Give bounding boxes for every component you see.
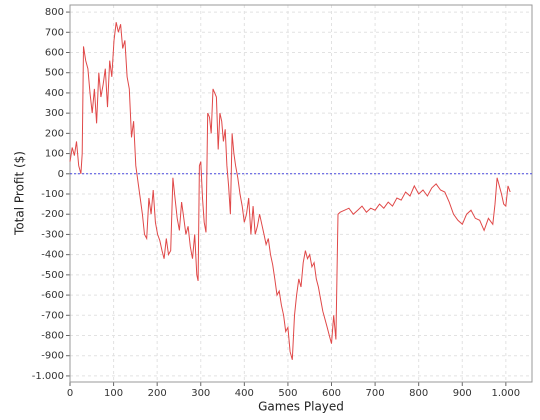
y-axis-title: Total Profit ($) [13, 151, 27, 236]
x-tick-label: 600 [322, 388, 341, 399]
x-tick-label: 100 [104, 388, 123, 399]
x-tick-label: 300 [191, 388, 210, 399]
y-tick-label: -700 [41, 310, 64, 321]
y-tick-label: -900 [41, 351, 64, 362]
y-tick-label: -100 [41, 189, 64, 200]
y-tick-label: -400 [41, 250, 64, 261]
y-tick-label: -1.000 [32, 371, 64, 382]
x-tick-label: 900 [453, 388, 472, 399]
x-tick-label: 200 [148, 388, 167, 399]
y-tick-label: 600 [45, 48, 64, 59]
y-tick-label: -300 [41, 229, 64, 240]
x-tick-label: 400 [235, 388, 254, 399]
x-tick-label: 0 [67, 388, 73, 399]
x-tick-label: 1.000 [492, 388, 521, 399]
plot-frame [69, 4, 533, 383]
x-tick-label: 700 [366, 388, 385, 399]
y-tick-label: 400 [45, 88, 64, 99]
y-tick-label: 0 [58, 169, 64, 180]
x-axis-title: Games Played [258, 400, 344, 414]
y-tick-label: 100 [45, 149, 64, 160]
profit-line [69, 22, 511, 360]
y-tick-label: 500 [45, 68, 64, 79]
x-tick-label: 500 [278, 388, 297, 399]
y-tick-label: 800 [45, 7, 64, 18]
x-tick-label: 800 [409, 388, 428, 399]
y-tick-label: -200 [41, 209, 64, 220]
y-tick-label: 300 [45, 108, 64, 119]
y-tick-label: -600 [41, 290, 64, 301]
y-tick-label: -500 [41, 270, 64, 281]
y-tick-label: -800 [41, 331, 64, 342]
y-tick-label: 200 [45, 128, 64, 139]
y-tick-label: 700 [45, 27, 64, 38]
